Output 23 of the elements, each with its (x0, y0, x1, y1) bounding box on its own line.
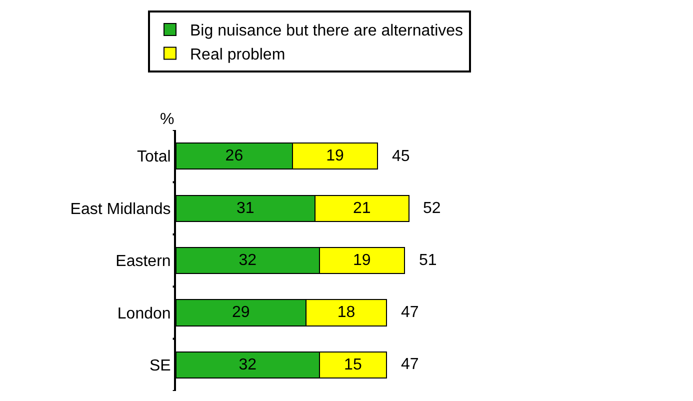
data-label: 26 (225, 148, 244, 165)
y-tick-label: Eastern (116, 253, 171, 270)
data-label: 32 (238, 356, 257, 374)
y-tick-label: East Midlands (70, 200, 171, 218)
total-label: 47 (401, 304, 419, 321)
total-label: 45 (392, 148, 410, 165)
data-label: 31 (236, 200, 254, 217)
legend-label: Real problem (190, 46, 286, 64)
total-label: 52 (423, 200, 441, 217)
total-label: 51 (419, 252, 437, 269)
y-tick-label: London (117, 305, 171, 322)
legend-label: Big nuisance but there are alternatives (190, 22, 464, 40)
total-label: 47 (401, 356, 419, 373)
y-tick-label: SE (149, 358, 171, 374)
data-label: 19 (326, 148, 344, 165)
data-label: 29 (232, 304, 250, 322)
data-label: 19 (353, 252, 371, 269)
data-label: 21 (353, 200, 371, 217)
data-label: 32 (238, 252, 257, 269)
y-tick-label: Total (137, 148, 171, 166)
y-axis-title: % (160, 111, 174, 128)
data-label: 18 (337, 304, 356, 322)
data-label: 15 (344, 356, 362, 374)
